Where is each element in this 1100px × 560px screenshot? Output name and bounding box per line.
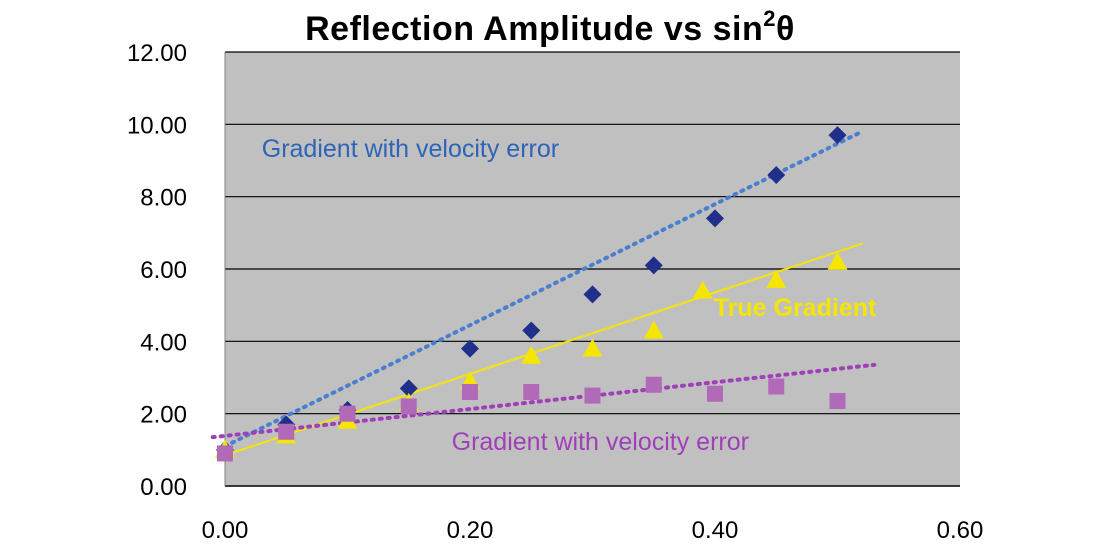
trendline-0 [223,129,864,449]
data-point-square [829,393,846,410]
data-point-triangle [643,320,664,339]
y-tick-label: 6.00 [140,257,187,284]
y-tick-label: 8.00 [140,185,187,212]
y-tick-label: 2.00 [140,402,187,429]
data-point-diamond [461,339,479,358]
x-tick-label: 0.60 [937,517,984,544]
annotation-label: Gradient with velocity error [262,135,559,163]
chart-title: Reflection Amplitude vs sin2θ [0,6,1100,49]
annotation-label: True Gradient [714,294,877,322]
y-tick-label: 0.00 [140,474,187,501]
data-point-diamond [583,285,602,304]
data-point-diamond [399,379,418,398]
data-point-triangle [692,280,713,299]
y-tick-label: 4.00 [140,329,187,356]
data-point-square [523,383,540,400]
data-point-square [462,383,478,400]
data-point-square [584,387,601,404]
chart-title-text: Reflection Amplitude vs sin [305,10,764,48]
data-point-triangle [766,269,787,288]
data-point-diamond [706,209,724,228]
data-point-triangle [582,338,603,357]
y-tick-label: 12.00 [127,40,187,67]
data-point-square [768,378,785,395]
data-point-triangle [827,251,848,270]
x-tick-label: 0.00 [202,517,249,544]
data-point-square [339,405,356,422]
data-point-triangle [521,345,542,364]
data-point-square [707,385,723,402]
x-tick-label: 0.20 [447,517,494,544]
data-point-square [278,423,295,440]
y-tick-label: 10.00 [127,112,187,139]
data-point-square [217,445,233,462]
chart-title-suffix: θ [775,10,795,48]
x-tick-label: 0.40 [692,517,739,544]
data-point-square [645,376,662,393]
trendline-1 [224,242,863,457]
data-point-diamond [522,321,541,340]
annotation-label: Gradient with velocity error [452,428,749,456]
data-point-diamond [767,165,786,184]
data-point-diamond [828,126,847,145]
data-point-square [400,398,417,415]
chart-title-superscript: 2 [763,6,776,31]
data-point-diamond [644,256,663,275]
trendline-2 [210,362,877,440]
